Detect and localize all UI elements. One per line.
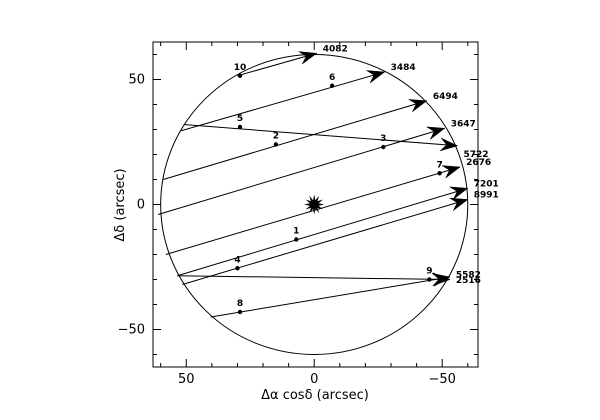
track-label: 5722 [464, 150, 489, 160]
track-arrowhead [439, 137, 459, 152]
track-line [183, 124, 458, 147]
point-label: 2 [273, 132, 279, 142]
track-arrowhead [441, 165, 461, 179]
track-label: 8991 [474, 191, 499, 201]
x-tick-label: 0 [310, 372, 318, 387]
track-arrowhead [298, 51, 318, 65]
track-label: 6494 [433, 92, 458, 102]
track-label: 2516 [456, 276, 481, 286]
track-point [237, 124, 243, 130]
track-point [237, 73, 243, 78]
x-axis-title: Δα cosδ (arcsec) [261, 388, 369, 403]
x-tick-label: 50 [178, 372, 195, 387]
track-point [381, 144, 386, 150]
track-label: 5582 [456, 271, 481, 281]
point-label: 1 [293, 227, 299, 237]
point-label: 8 [237, 299, 243, 309]
track-line [182, 199, 468, 285]
track-label: 2676 [466, 158, 491, 168]
point-label: 4 [234, 255, 240, 265]
x-tick-label: −50 [428, 372, 455, 387]
point-label: 7 [436, 160, 442, 170]
track-line [181, 71, 385, 132]
axis-ticks [153, 42, 478, 367]
track-label: 4082 [323, 44, 348, 54]
track-point [237, 309, 243, 315]
point-label: 10 [234, 63, 247, 73]
track-arrowhead [449, 186, 469, 200]
y-axis-title: Δδ (arcsec) [113, 168, 128, 241]
track-point [235, 266, 240, 271]
track-line [237, 52, 317, 77]
y-tick-label: −50 [118, 323, 145, 338]
track-arrowhead [449, 197, 469, 211]
track-line [157, 127, 445, 215]
star-marker [304, 194, 325, 215]
point-label: 3 [380, 134, 386, 144]
track-point [273, 142, 279, 147]
track-line [210, 276, 450, 318]
track-point [294, 237, 299, 242]
track-arrowhead [366, 70, 386, 84]
track-point [437, 171, 442, 176]
track-line [165, 166, 461, 255]
track-point [329, 83, 335, 88]
track-arrowhead [426, 126, 446, 140]
track-arrowhead [431, 273, 451, 287]
point-label: 6 [329, 73, 335, 83]
track-line [177, 275, 450, 280]
track-label: 7201 [474, 179, 499, 189]
track-label: 3484 [391, 63, 416, 73]
points: 10 6 5 2 3 7 1 4 9 8 [234, 63, 443, 315]
center-marker [304, 194, 325, 215]
tick-labels: 50 0 −50 50 0 −50 [118, 73, 456, 388]
y-tick-label: 0 [137, 198, 145, 213]
point-label: 9 [426, 267, 432, 277]
track-line [163, 100, 427, 180]
track-label: 3647 [451, 119, 476, 129]
track-arrowhead [408, 99, 428, 112]
y-tick-label: 50 [128, 73, 145, 88]
track-point [427, 277, 432, 282]
track-line [177, 187, 468, 277]
point-label: 5 [237, 114, 243, 124]
